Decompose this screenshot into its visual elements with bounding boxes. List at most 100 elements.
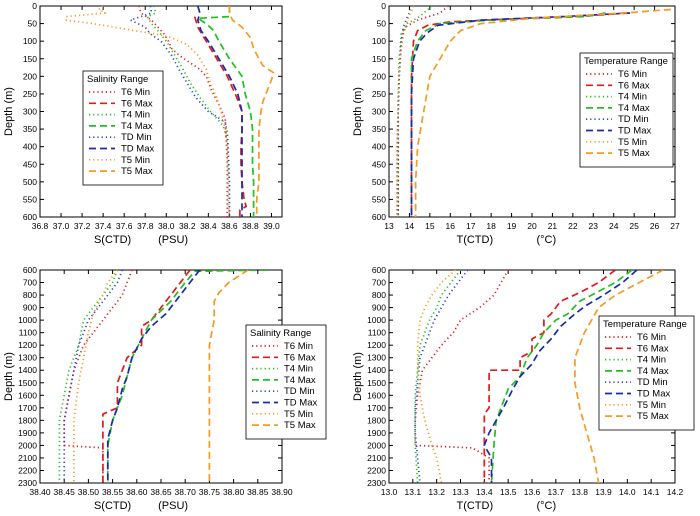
y-axis-label: Depth (m) (3, 87, 15, 136)
legend-entry-label: TD Min (637, 377, 668, 388)
legend-entry-label: TD Min (284, 386, 315, 397)
y-tick-label: 1000 (18, 315, 37, 325)
y-tick-label: 200 (23, 71, 37, 81)
y-tick-label: 300 (23, 107, 37, 117)
series-line-t4-max (410, 12, 606, 217)
y-tick-label: 800 (23, 290, 37, 300)
series-line-t4-max (490, 270, 633, 483)
y-tick-label: 2300 (18, 478, 37, 488)
y-tick-label: 200 (372, 71, 386, 81)
legend-entry-label: T6 Min (618, 69, 647, 80)
x-tick-label: 13.7 (548, 487, 565, 497)
x-tick-label: 13.5 (500, 487, 517, 497)
y-tick-label: 1200 (18, 340, 37, 350)
series-line-t5-min (73, 270, 119, 483)
legend-entry-label: T4 Max (637, 366, 669, 377)
series-line-t5-min (416, 270, 457, 483)
y-tick-label: 550 (372, 194, 386, 204)
x-tick-label: 38.8 (242, 221, 259, 231)
y-tick-label: 1900 (367, 428, 386, 438)
legend-entry-label: TD Max (637, 389, 671, 400)
y-tick-label: 150 (372, 54, 386, 64)
x-axis-unit: (PSU) (158, 500, 188, 512)
x-tick-label: 21 (548, 221, 558, 231)
x-tick-label: 13.1 (405, 487, 422, 497)
x-tick-label: 38.4 (200, 221, 217, 231)
x-tick-label: 37.0 (53, 221, 70, 231)
y-tick-label: 1100 (368, 328, 387, 338)
series-line-t6-max (193, 16, 248, 217)
x-tick-label: 14.2 (667, 487, 684, 497)
legend-title: Temperature Range (584, 56, 668, 67)
y-tick-label: 800 (372, 290, 386, 300)
y-tick-label: 0 (381, 1, 386, 11)
legend-box (82, 70, 164, 186)
legend-entry-label: T5 Min (284, 409, 313, 420)
legend-entry-label: T6 Max (637, 343, 669, 354)
series-line-t6-max (483, 270, 616, 483)
legend-entry-label: T4 Min (618, 92, 647, 103)
y-tick-label: 400 (23, 142, 37, 152)
x-tick-label: 22 (568, 221, 578, 231)
series-line-t6-min (138, 6, 229, 217)
chart-panel-3: 38.40 38.45 38.50 38.55 38.60 38.65 38.70 38.75… (3, 265, 327, 512)
y-tick-label: 900 (372, 303, 386, 313)
x-tick-label: 17 (466, 221, 476, 231)
x-tick-label: 13.0 (381, 487, 398, 497)
x-axis-unit: (°C) (536, 500, 556, 512)
x-tick-label: 16 (446, 221, 456, 231)
x-axis-label: T(CTD) (456, 500, 493, 512)
legend-entry-label: T5 Max (121, 166, 153, 177)
x-tick-label: 38.2 (179, 221, 196, 231)
x-tick-label: 24 (609, 221, 619, 231)
y-tick-label: 2000 (18, 440, 37, 450)
y-tick-label: 1500 (18, 378, 37, 388)
series-line-t5-max (414, 8, 671, 217)
y-tick-label: 100 (372, 36, 386, 46)
series-line-t4-max (106, 270, 268, 483)
x-tick-label: 36.8 (32, 221, 49, 231)
x-tick-label: 13.3 (452, 487, 469, 497)
y-tick-label: 350 (23, 124, 37, 134)
y-tick-label: 1700 (18, 403, 37, 413)
y-tick-label: 50 (28, 19, 38, 29)
x-tick-label: 20 (527, 221, 537, 231)
x-tick-label: 37.8 (137, 221, 154, 231)
legend-title: Temperature Range (603, 319, 687, 330)
legend-entry-label: T4 Min (637, 355, 666, 366)
x-axis-unit: (°C) (536, 234, 556, 246)
y-tick-label: 1100 (19, 328, 38, 338)
x-tick-label: 23 (589, 221, 599, 231)
x-tick-label: 37.2 (74, 221, 91, 231)
legend-entry-label: TD Min (618, 114, 649, 125)
y-axis-label: Depth (m) (352, 352, 364, 401)
x-tick-label: 37.4 (95, 221, 112, 231)
y-tick-label: 2000 (367, 440, 386, 450)
y-tick-label: 0 (32, 1, 37, 11)
x-tick-label: 38.60 (126, 487, 148, 497)
series-group (58, 270, 268, 483)
y-tick-label: 700 (23, 278, 37, 288)
x-axis-label: S(CTD) (94, 234, 131, 246)
x-tick-label: 25 (629, 221, 639, 231)
legend-entry-label: T4 Max (618, 103, 650, 114)
legend-entry-label: T5 Min (618, 137, 647, 148)
y-tick-label: 2100 (18, 453, 37, 463)
legend-entry-label: T4 Max (284, 375, 316, 386)
y-tick-label: 1300 (367, 353, 386, 363)
series-line-t4-min (58, 270, 119, 483)
y-tick-label: 1300 (18, 353, 37, 363)
x-tick-label: 38.40 (29, 487, 51, 497)
y-axis-label: Depth (m) (3, 352, 15, 401)
x-tick-label: 13.6 (524, 487, 541, 497)
y-tick-label: 700 (372, 278, 386, 288)
y-tick-label: 1800 (367, 415, 386, 425)
chart-panel-2: 13 14 15 16 17 18 19 20 21 22 23 24 25 26 27 0 50 100 150 2… (352, 1, 680, 246)
legend-entry-label: T6 Max (121, 98, 153, 109)
x-tick-label: 38.90 (271, 487, 293, 497)
series-group (414, 270, 664, 483)
x-tick-label: 13.9 (595, 487, 612, 497)
